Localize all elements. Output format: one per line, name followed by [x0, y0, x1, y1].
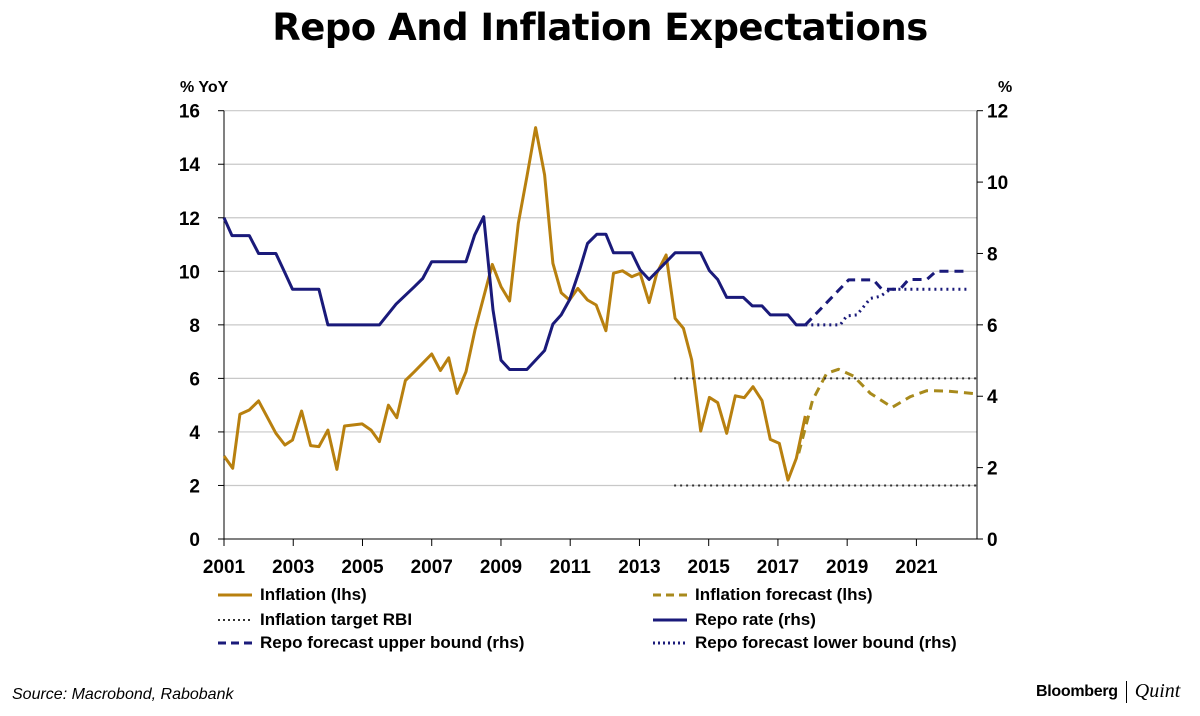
x-tick-label: 2013 [618, 557, 660, 578]
y-tick-label-right: 6 [987, 316, 998, 337]
x-tick-label: 2019 [826, 557, 868, 578]
y-tick-label-left: 4 [189, 423, 200, 444]
legend-item-repo-upper: Repo forecast upper bound (rhs) [218, 633, 524, 653]
logo-divider [1125, 680, 1127, 703]
legend-label: Inflation (lhs) [260, 585, 367, 604]
publisher-logo: Bloomberg Quint [1036, 680, 1180, 703]
y-axis-title-left: % YoY [180, 79, 229, 96]
y-tick-label-left: 2 [189, 476, 200, 497]
y-tick-label-right: 4 [987, 387, 998, 408]
x-tick-label: 2003 [272, 557, 314, 578]
x-tick-label: 2005 [341, 557, 384, 578]
legend-label: Repo rate (rhs) [695, 610, 816, 629]
legend-swatch-dashed-navy [218, 641, 252, 645]
x-tick-label: 2015 [688, 557, 731, 578]
logo-sub: Quint [1134, 680, 1181, 702]
legend-item-inflation-forecast: Inflation forecast (lhs) [653, 585, 873, 605]
y-tick-label-right: 12 [987, 102, 1008, 123]
series-line-repo-forecast-upper-bound-rhs [804, 269, 967, 326]
x-tick-label: 2021 [895, 557, 938, 578]
legend-label: Repo forecast lower bound (rhs) [695, 633, 957, 652]
y-tick-label-left: 16 [179, 102, 200, 123]
legend-swatch-dashed-gold [653, 593, 687, 597]
x-tick-label: 2011 [550, 557, 592, 578]
x-tick-label: 2017 [757, 557, 799, 578]
legend-swatch-solid-navy [653, 618, 687, 622]
legend-item-inflation-target: Inflation target RBI [218, 610, 412, 630]
legend-label: Repo forecast upper bound (rhs) [260, 633, 525, 652]
chart-title: Repo And Inflation Expectations [272, 6, 928, 49]
legend-item-inflation: Inflation (lhs) [218, 585, 367, 605]
legend-label: Inflation forecast (lhs) [695, 585, 873, 604]
legend-swatch-dotted-navy [653, 641, 687, 645]
y-tick-label-right: 2 [987, 459, 998, 480]
y-tick-label-right: 0 [987, 530, 998, 551]
x-tick-label: 2009 [480, 557, 522, 578]
y-tick-label-right: 8 [987, 244, 998, 265]
y-tick-label-left: 12 [179, 209, 200, 230]
series-line-repo-rate-rhs [222, 215, 806, 371]
source-note: Source: Macrobond, Rabobank [12, 686, 234, 703]
legend-item-repo-rate: Repo rate (rhs) [653, 610, 816, 630]
x-tick-label: 2007 [411, 557, 453, 578]
logo-brand: Bloomberg [1036, 682, 1118, 700]
series-line-repo-forecast-lower-bound-rhs [805, 287, 971, 327]
series-line-inflation-lhs [222, 126, 807, 482]
series-line-inflation-forecast-lhs [797, 367, 978, 454]
legend-swatch-dotted-gray [218, 619, 252, 621]
y-tick-label-left: 6 [189, 369, 200, 390]
legend-swatch-solid-gold [218, 593, 252, 597]
y-tick-label-left: 0 [189, 530, 200, 551]
legend-label: Inflation target RBI [260, 610, 413, 629]
y-tick-label-left: 10 [179, 262, 200, 283]
y-tick-label-right: 10 [987, 173, 1008, 194]
y-tick-label-left: 14 [179, 155, 201, 176]
legend-item-repo-lower: Repo forecast lower bound (rhs) [653, 633, 957, 653]
y-tick-label-left: 8 [189, 316, 200, 337]
y-axis-title-right: % [998, 79, 1012, 96]
x-tick-label: 2001 [203, 557, 246, 578]
